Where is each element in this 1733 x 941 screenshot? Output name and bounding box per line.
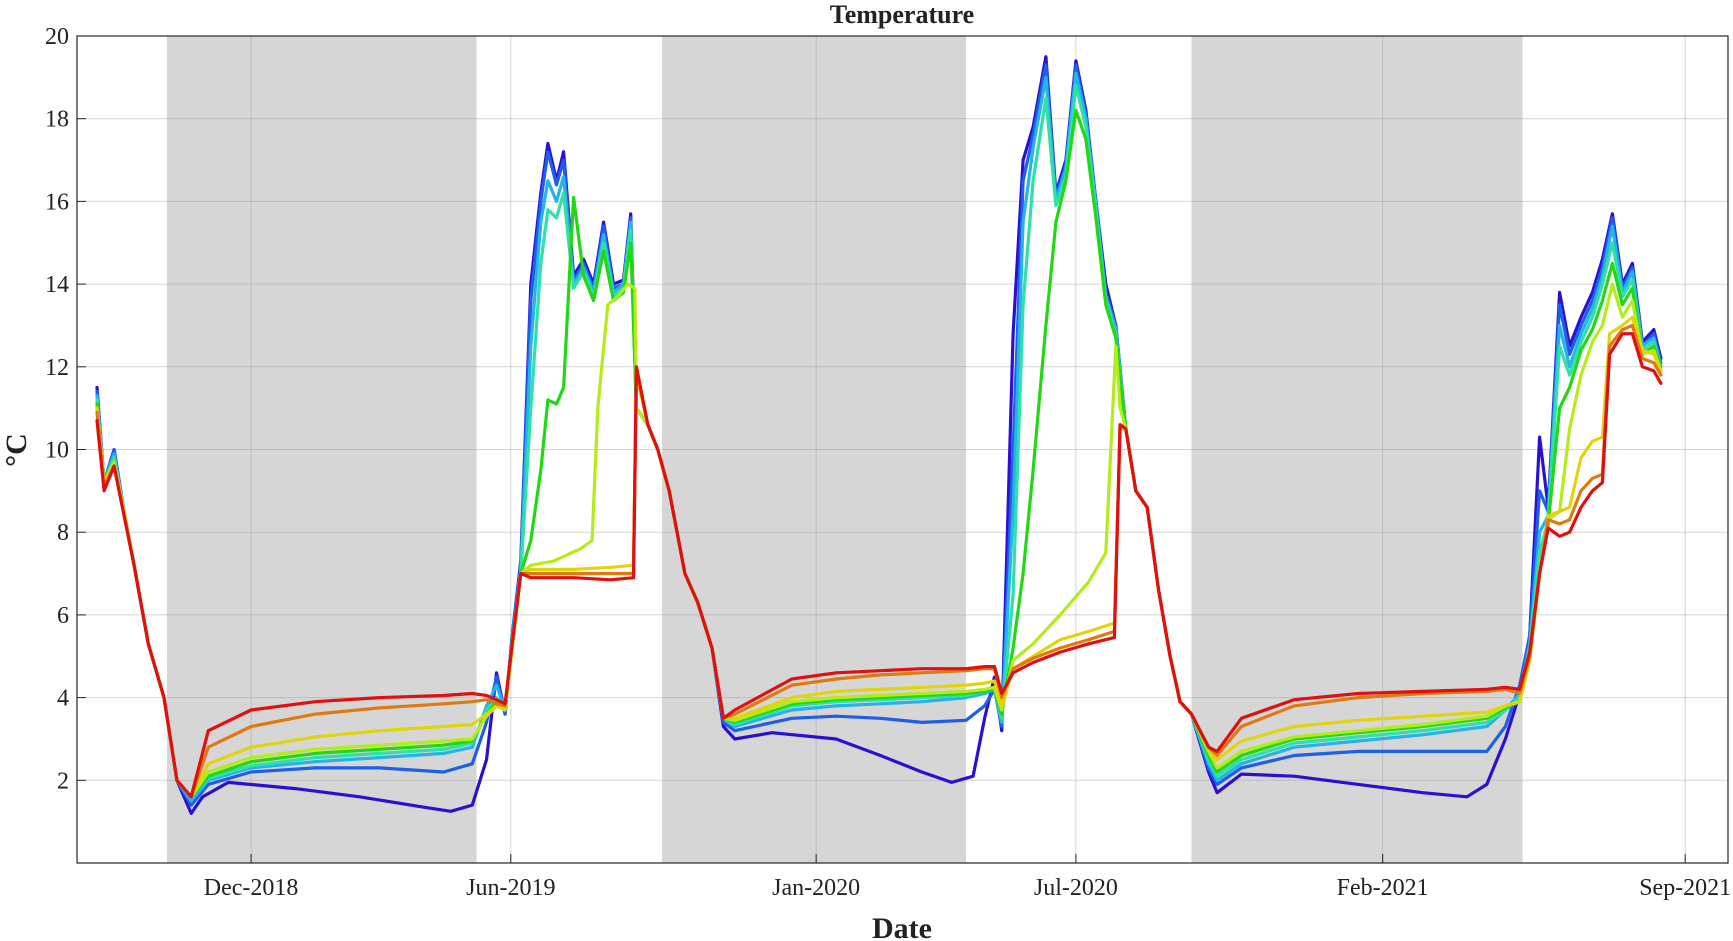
y-tick-label: 18 [45,107,69,133]
x-tick-label: Jan-2020 [772,875,860,901]
grid-lines [77,35,1728,863]
x-tick-label: Jun-2019 [466,875,555,901]
y-tick-label: 2 [57,768,69,794]
y-tick-label: 10 [45,438,69,464]
series-line-1 [95,55,1663,815]
y-tick-label: 12 [45,355,69,381]
x-axis-label: Date [872,912,932,941]
y-tick-label: 4 [57,686,69,712]
x-tick-label: Feb-2021 [1337,875,1429,901]
series-line-2 [95,63,1663,807]
x-tick-label: Jul-2020 [1034,875,1118,901]
shaded-period-2 [662,36,966,863]
y-tick-label: 20 [45,24,69,50]
axis-ticks: 2 4 6 8 10 12 14 16 18 20 Dec-2018 Jun-2019 Jan-2020… [45,24,1731,901]
y-tick-label: 16 [45,189,69,215]
chart-title: Temperature [830,0,974,29]
y-tick-label: 8 [57,520,69,546]
x-tick-label: Sep-2021 [1639,875,1731,901]
y-tick-label: 14 [45,272,69,298]
x-tick-label: Dec-2018 [204,875,299,901]
y-tick-label: 6 [57,603,69,629]
y-axis-label: °C [0,433,33,467]
series-lines [95,55,1663,815]
series-line-9 [95,332,1663,799]
